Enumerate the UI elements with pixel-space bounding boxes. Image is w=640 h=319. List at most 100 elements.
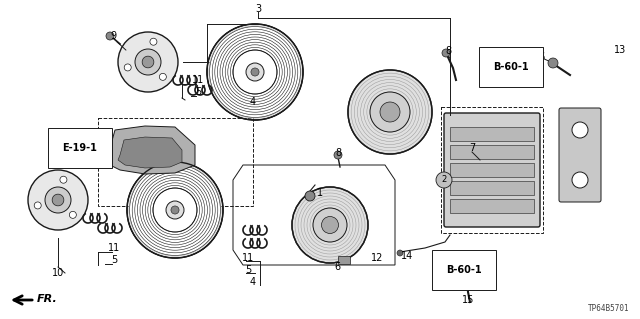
Text: 8: 8 xyxy=(335,148,341,158)
Circle shape xyxy=(228,45,282,99)
Bar xyxy=(338,256,350,264)
Text: 1: 1 xyxy=(317,188,323,198)
Circle shape xyxy=(45,187,71,213)
Circle shape xyxy=(136,171,214,249)
Circle shape xyxy=(218,34,292,110)
Text: 6: 6 xyxy=(334,262,340,272)
Polygon shape xyxy=(108,126,195,174)
Text: 11: 11 xyxy=(108,243,120,253)
Circle shape xyxy=(139,174,211,246)
Circle shape xyxy=(305,191,315,201)
Bar xyxy=(450,145,534,159)
Circle shape xyxy=(138,172,212,248)
Circle shape xyxy=(214,31,296,114)
Circle shape xyxy=(34,202,41,209)
Circle shape xyxy=(118,32,178,92)
Circle shape xyxy=(251,68,259,76)
Text: 5: 5 xyxy=(195,87,201,97)
Text: TP64B5701: TP64B5701 xyxy=(588,304,630,313)
Circle shape xyxy=(60,176,67,183)
FancyBboxPatch shape xyxy=(444,113,540,227)
Circle shape xyxy=(142,56,154,68)
Circle shape xyxy=(127,162,223,258)
Circle shape xyxy=(135,170,215,250)
Circle shape xyxy=(106,32,114,40)
Circle shape xyxy=(144,179,206,241)
Circle shape xyxy=(292,187,368,263)
Circle shape xyxy=(128,163,221,257)
Text: 5: 5 xyxy=(245,265,251,275)
Text: 3: 3 xyxy=(255,4,261,14)
Circle shape xyxy=(246,63,264,81)
Text: 11: 11 xyxy=(192,75,204,85)
Bar xyxy=(450,127,534,141)
Text: B-60-1: B-60-1 xyxy=(446,265,482,275)
Circle shape xyxy=(232,49,278,95)
Text: 11: 11 xyxy=(242,253,254,263)
Circle shape xyxy=(149,184,201,236)
Circle shape xyxy=(143,178,207,242)
Text: 4: 4 xyxy=(250,277,256,287)
Text: FR.: FR. xyxy=(37,294,58,304)
Circle shape xyxy=(380,102,400,122)
Circle shape xyxy=(211,28,299,116)
Circle shape xyxy=(572,122,588,138)
Circle shape xyxy=(321,217,339,234)
Bar xyxy=(450,199,534,213)
Circle shape xyxy=(69,211,76,218)
Circle shape xyxy=(223,40,287,104)
Circle shape xyxy=(442,49,450,57)
Text: 8: 8 xyxy=(445,46,451,56)
Circle shape xyxy=(212,29,298,115)
Bar xyxy=(450,181,534,195)
Circle shape xyxy=(227,43,284,100)
Circle shape xyxy=(132,167,218,253)
Text: B-60-1: B-60-1 xyxy=(493,62,529,72)
Circle shape xyxy=(171,206,179,214)
Circle shape xyxy=(208,25,301,119)
Text: 15: 15 xyxy=(462,295,474,305)
Text: 12: 12 xyxy=(371,253,383,263)
Circle shape xyxy=(129,165,220,256)
Text: 2: 2 xyxy=(442,175,447,184)
Text: 13: 13 xyxy=(614,45,626,55)
Circle shape xyxy=(150,38,157,45)
Circle shape xyxy=(219,36,291,108)
Text: 9: 9 xyxy=(110,31,116,41)
Circle shape xyxy=(148,183,202,237)
Text: 10: 10 xyxy=(52,268,64,278)
Circle shape xyxy=(313,208,347,242)
Text: E-19-1: E-19-1 xyxy=(63,143,97,153)
Circle shape xyxy=(224,41,286,103)
Circle shape xyxy=(141,176,209,244)
Circle shape xyxy=(348,70,432,154)
Text: 16: 16 xyxy=(534,52,546,62)
Text: 7: 7 xyxy=(469,143,475,153)
Circle shape xyxy=(28,170,88,230)
Circle shape xyxy=(548,58,558,68)
Bar xyxy=(441,107,543,233)
Circle shape xyxy=(150,185,200,234)
Text: 5: 5 xyxy=(111,255,117,265)
Circle shape xyxy=(334,151,342,159)
Circle shape xyxy=(131,166,219,254)
Circle shape xyxy=(153,188,197,232)
Polygon shape xyxy=(118,137,182,168)
Circle shape xyxy=(159,73,166,80)
Circle shape xyxy=(463,274,471,282)
Circle shape xyxy=(225,42,285,102)
Bar xyxy=(450,163,534,177)
Circle shape xyxy=(135,49,161,75)
Circle shape xyxy=(216,33,294,111)
Circle shape xyxy=(233,50,277,94)
Circle shape xyxy=(572,172,588,188)
Circle shape xyxy=(230,48,280,97)
Circle shape xyxy=(140,175,210,245)
Circle shape xyxy=(436,172,452,188)
Circle shape xyxy=(210,26,300,117)
Circle shape xyxy=(134,168,216,251)
Text: 14: 14 xyxy=(401,251,413,261)
Circle shape xyxy=(221,38,289,106)
Circle shape xyxy=(229,46,281,98)
Circle shape xyxy=(124,64,131,71)
